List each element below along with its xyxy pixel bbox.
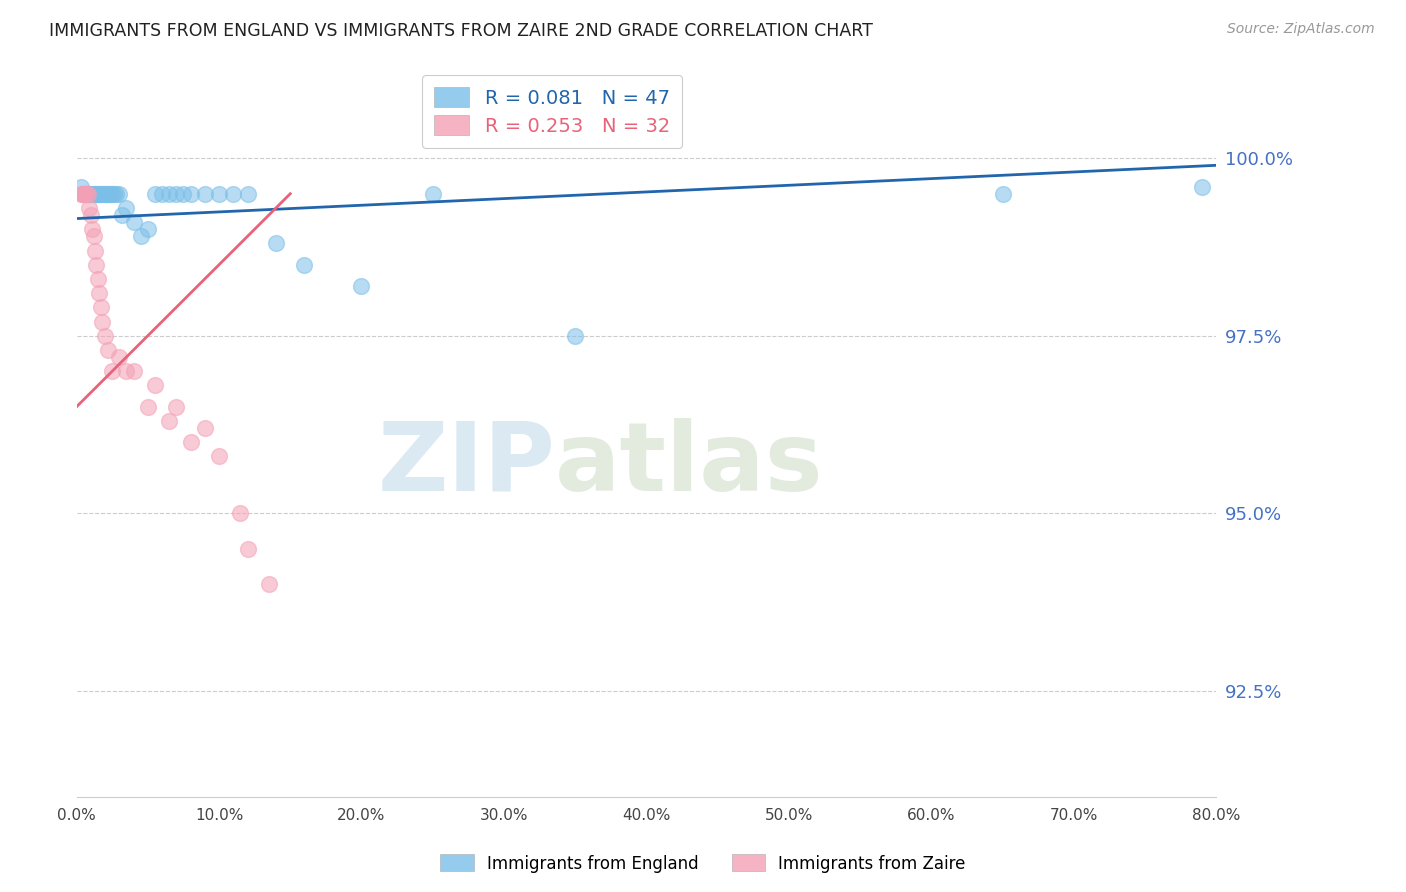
Point — [94, 328, 117, 343]
Point — [257, 577, 280, 591]
Point — [83, 229, 105, 244]
Point — [236, 541, 259, 556]
Point — [1191, 179, 1213, 194]
Point — [101, 364, 124, 378]
Legend: Immigrants from England, Immigrants from Zaire: Immigrants from England, Immigrants from… — [433, 847, 973, 880]
Point — [96, 186, 118, 201]
Point — [83, 186, 105, 201]
Point — [157, 414, 180, 428]
Text: ZIP: ZIP — [377, 417, 555, 510]
Point — [86, 258, 108, 272]
Point — [91, 314, 114, 328]
Point — [194, 421, 217, 435]
Point — [90, 301, 112, 315]
Point — [194, 186, 217, 201]
Point — [87, 272, 110, 286]
Point — [172, 186, 194, 201]
Point — [122, 215, 145, 229]
Text: Source: ZipAtlas.com: Source: ZipAtlas.com — [1227, 22, 1375, 37]
Point — [264, 236, 287, 251]
Point — [991, 186, 1014, 201]
Point — [84, 186, 107, 201]
Point — [86, 186, 108, 201]
Point — [115, 364, 138, 378]
Point — [136, 400, 159, 414]
Point — [229, 506, 252, 520]
Point — [97, 343, 120, 357]
Point — [79, 201, 101, 215]
Point — [236, 186, 259, 201]
Point — [143, 378, 166, 392]
Legend: R = 0.081   N = 47, R = 0.253   N = 32: R = 0.081 N = 47, R = 0.253 N = 32 — [422, 76, 682, 147]
Point — [75, 186, 97, 201]
Point — [150, 186, 173, 201]
Point — [89, 186, 111, 201]
Point — [98, 186, 121, 201]
Point — [69, 179, 91, 194]
Point — [94, 186, 117, 201]
Point — [77, 186, 100, 201]
Point — [90, 186, 112, 201]
Point — [89, 286, 111, 301]
Point — [80, 186, 103, 201]
Point — [108, 350, 131, 364]
Point — [122, 364, 145, 378]
Point — [564, 328, 586, 343]
Point — [165, 186, 187, 201]
Point — [72, 186, 94, 201]
Point — [180, 186, 202, 201]
Point — [101, 186, 124, 201]
Point — [73, 186, 96, 201]
Point — [77, 186, 100, 201]
Point — [82, 186, 104, 201]
Point — [76, 186, 98, 201]
Point — [115, 201, 138, 215]
Point — [100, 186, 122, 201]
Text: atlas: atlas — [555, 417, 824, 510]
Point — [129, 229, 152, 244]
Point — [208, 450, 231, 464]
Point — [87, 186, 110, 201]
Point — [91, 186, 114, 201]
Point — [76, 186, 98, 201]
Point — [157, 186, 180, 201]
Point — [294, 258, 316, 272]
Point — [180, 435, 202, 450]
Point — [422, 186, 444, 201]
Text: IMMIGRANTS FROM ENGLAND VS IMMIGRANTS FROM ZAIRE 2ND GRADE CORRELATION CHART: IMMIGRANTS FROM ENGLAND VS IMMIGRANTS FR… — [49, 22, 873, 40]
Point — [84, 244, 107, 258]
Point — [80, 208, 103, 222]
Point — [97, 186, 120, 201]
Point — [73, 186, 96, 201]
Point — [82, 222, 104, 236]
Point — [111, 208, 134, 222]
Point — [222, 186, 245, 201]
Point — [69, 186, 91, 201]
Point — [165, 400, 187, 414]
Point — [350, 279, 373, 293]
Point — [103, 186, 125, 201]
Point — [75, 186, 97, 201]
Point — [105, 186, 128, 201]
Point — [208, 186, 231, 201]
Point — [136, 222, 159, 236]
Point — [143, 186, 166, 201]
Point — [93, 186, 115, 201]
Point — [108, 186, 131, 201]
Point — [79, 186, 101, 201]
